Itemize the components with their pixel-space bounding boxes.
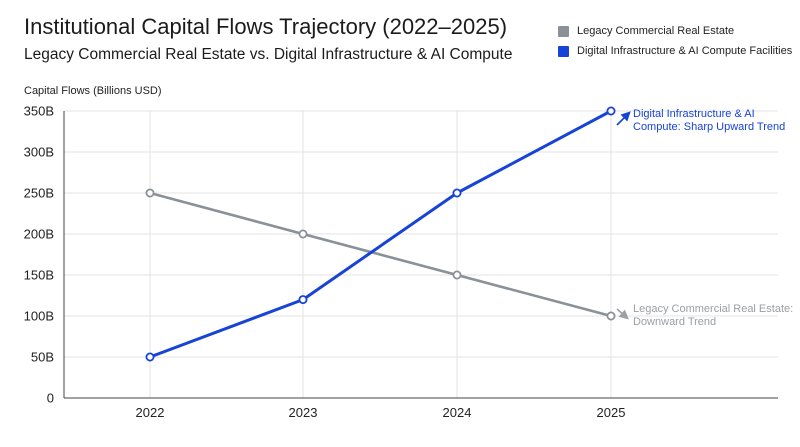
legend-label-digital: Digital Infrastructure & AI Compute Faci… <box>577 45 793 57</box>
legend-label-legacy: Legacy Commercial Real Estate <box>577 25 735 37</box>
legend-swatch-digital <box>558 45 569 57</box>
y-tick-label: 0 <box>47 391 54 406</box>
series-line-legacy <box>149 191 612 318</box>
up-right-arrow-icon <box>616 111 631 126</box>
y-axis-label: Capital Flows (Billions USD) <box>24 85 162 97</box>
x-tick-label: 2022 <box>136 405 165 420</box>
y-tick-label: 50B <box>31 350 54 365</box>
gridlines <box>64 110 778 398</box>
y-tick-label: 350B <box>24 104 54 119</box>
data-point-legacy <box>606 311 616 321</box>
data-point-legacy <box>452 270 462 280</box>
legend-item-legacy: Legacy Commercial Real Estate <box>558 22 792 40</box>
legend-item-digital: Digital Infrastructure & AI Compute Faci… <box>558 42 792 60</box>
y-tick-label: 300B <box>24 145 54 160</box>
down-right-arrow-icon <box>616 308 629 320</box>
annotation-text: Digital Infrastructure & AI <box>633 108 755 120</box>
legend: Legacy Commercial Real Estate Digital In… <box>558 22 792 62</box>
y-tick-label: 250B <box>24 186 54 201</box>
x-tick-label: 2025 <box>597 405 626 420</box>
annotation-text: Legacy Commercial Real Estate: <box>633 303 793 315</box>
annotation-text: Compute: Sharp Upward Trend <box>633 121 785 133</box>
y-tick-label: 200B <box>24 227 54 242</box>
chart-subtitle: Legacy Commercial Real Estate vs. Digita… <box>24 46 513 63</box>
legend-swatch-legacy <box>558 25 569 37</box>
y-tick-label: 150B <box>24 268 54 283</box>
x-tick-label: 2023 <box>289 405 318 420</box>
data-point-digital <box>606 106 616 116</box>
series-lines <box>145 106 616 362</box>
chart-title: Institutional Capital Flows Trajectory (… <box>24 14 508 39</box>
data-point-digital <box>145 352 155 362</box>
data-point-digital <box>452 188 462 198</box>
series-line-digital <box>149 109 612 359</box>
x-tick-label: 2024 <box>443 405 472 420</box>
axes: 0 50B 100B 150B 200B 250B 300B 350B 2022 2023 2024… <box>24 104 778 420</box>
data-point-digital <box>298 295 308 305</box>
annotation-text: Downward Trend <box>633 316 716 328</box>
y-tick-label: 100B <box>24 309 54 324</box>
data-point-legacy <box>298 229 308 239</box>
data-point-legacy <box>145 188 155 198</box>
